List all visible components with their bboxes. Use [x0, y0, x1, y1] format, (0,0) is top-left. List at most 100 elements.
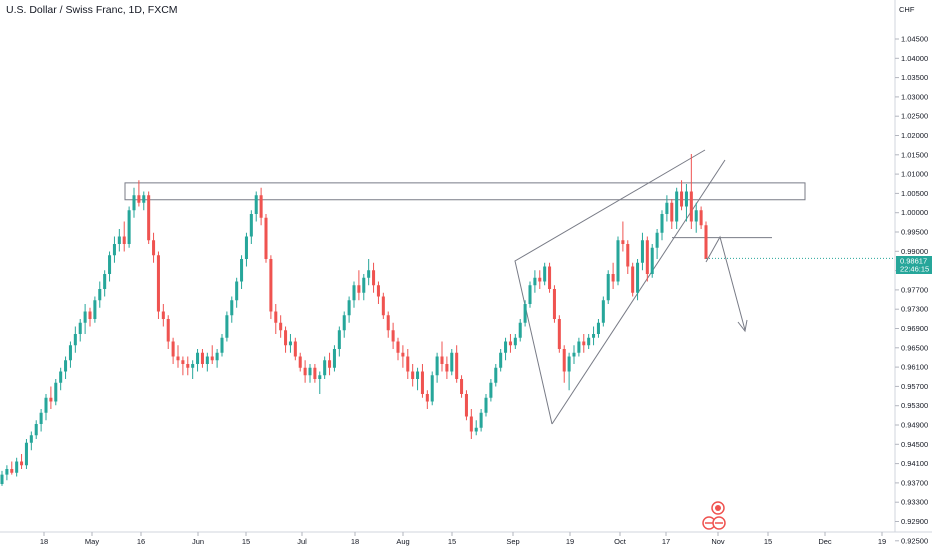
- candle[interactable]: [215, 349, 219, 368]
- candle[interactable]: [592, 326, 596, 346]
- wedge-upper-line[interactable]: [514, 149, 706, 425]
- candle[interactable]: [308, 364, 312, 383]
- candle[interactable]: [196, 349, 200, 372]
- candle[interactable]: [450, 349, 454, 376]
- candle[interactable]: [347, 296, 351, 323]
- candle[interactable]: [191, 360, 195, 379]
- candle[interactable]: [39, 409, 43, 432]
- candle[interactable]: [181, 356, 185, 376]
- candle[interactable]: [386, 311, 390, 338]
- candle[interactable]: [166, 315, 170, 349]
- candle[interactable]: [337, 326, 341, 357]
- candle[interactable]: [484, 394, 488, 417]
- candle[interactable]: [675, 187, 679, 229]
- candle[interactable]: [376, 281, 380, 305]
- candle[interactable]: [626, 240, 630, 274]
- candle[interactable]: [499, 349, 503, 372]
- candle[interactable]: [20, 454, 24, 469]
- candle[interactable]: [284, 326, 288, 353]
- resistance-zone[interactable]: [124, 182, 806, 201]
- candle[interactable]: [611, 262, 615, 289]
- candle[interactable]: [606, 270, 610, 304]
- candle[interactable]: [655, 229, 659, 259]
- candle[interactable]: [474, 420, 478, 436]
- candle[interactable]: [552, 285, 556, 323]
- candle[interactable]: [68, 341, 72, 368]
- candle[interactable]: [596, 319, 600, 338]
- event-icons[interactable]: [702, 501, 726, 530]
- candle[interactable]: [362, 274, 366, 301]
- candle[interactable]: [455, 345, 459, 383]
- candle[interactable]: [557, 315, 561, 353]
- candle[interactable]: [103, 270, 107, 297]
- candle[interactable]: [621, 221, 625, 252]
- candle[interactable]: [176, 345, 180, 368]
- candle[interactable]: [54, 379, 58, 406]
- candle[interactable]: [332, 345, 336, 372]
- candle[interactable]: [523, 300, 527, 327]
- candle[interactable]: [508, 334, 512, 353]
- candle[interactable]: [142, 191, 146, 211]
- candle[interactable]: [440, 341, 444, 372]
- candle[interactable]: [543, 262, 547, 286]
- candle[interactable]: [259, 187, 263, 226]
- candle[interactable]: [396, 337, 400, 361]
- candle[interactable]: [29, 431, 33, 451]
- candle[interactable]: [108, 251, 112, 282]
- candle[interactable]: [704, 221, 708, 260]
- candle[interactable]: [269, 255, 273, 319]
- candle[interactable]: [689, 154, 693, 229]
- candle[interactable]: [200, 349, 204, 368]
- candle[interactable]: [494, 364, 498, 387]
- candle[interactable]: [171, 337, 175, 364]
- candle[interactable]: [244, 232, 248, 267]
- candle[interactable]: [684, 184, 688, 222]
- candle[interactable]: [137, 180, 141, 207]
- candle[interactable]: [445, 356, 449, 380]
- candle[interactable]: [240, 255, 244, 289]
- candle[interactable]: [161, 304, 165, 327]
- candle[interactable]: [406, 349, 410, 379]
- candle[interactable]: [15, 457, 19, 477]
- candle[interactable]: [636, 259, 640, 301]
- candle[interactable]: [122, 221, 126, 252]
- candle[interactable]: [577, 337, 581, 357]
- candle[interactable]: [127, 206, 131, 248]
- candle[interactable]: [538, 270, 542, 289]
- candle[interactable]: [34, 420, 38, 439]
- candle[interactable]: [235, 277, 239, 308]
- candle[interactable]: [660, 210, 664, 241]
- candle[interactable]: [572, 345, 576, 364]
- candle[interactable]: [640, 232, 644, 271]
- candle[interactable]: [156, 251, 160, 320]
- candle[interactable]: [518, 319, 522, 342]
- candle[interactable]: [694, 202, 698, 233]
- candle[interactable]: [548, 262, 552, 293]
- candle[interactable]: [469, 409, 473, 439]
- candle[interactable]: [24, 439, 28, 469]
- candle[interactable]: [460, 375, 464, 398]
- candle[interactable]: [264, 214, 268, 263]
- candle[interactable]: [479, 409, 483, 432]
- candle[interactable]: [10, 461, 14, 475]
- candle[interactable]: [616, 236, 620, 286]
- candle[interactable]: [680, 180, 684, 211]
- candle[interactable]: [416, 367, 420, 391]
- candle[interactable]: [567, 352, 571, 391]
- candle[interactable]: [562, 345, 566, 383]
- candle[interactable]: [44, 394, 48, 421]
- candle[interactable]: [64, 356, 68, 380]
- projection-path[interactable]: [705, 235, 746, 331]
- candle[interactable]: [93, 296, 97, 323]
- candle[interactable]: [313, 364, 317, 383]
- candle[interactable]: [318, 371, 322, 395]
- candle[interactable]: [186, 356, 190, 376]
- candle[interactable]: [49, 386, 53, 410]
- candle[interactable]: [288, 334, 292, 353]
- candle[interactable]: [513, 334, 517, 349]
- candle[interactable]: [220, 334, 224, 357]
- candle[interactable]: [489, 379, 493, 402]
- candle[interactable]: [352, 281, 356, 308]
- candle[interactable]: [293, 337, 297, 361]
